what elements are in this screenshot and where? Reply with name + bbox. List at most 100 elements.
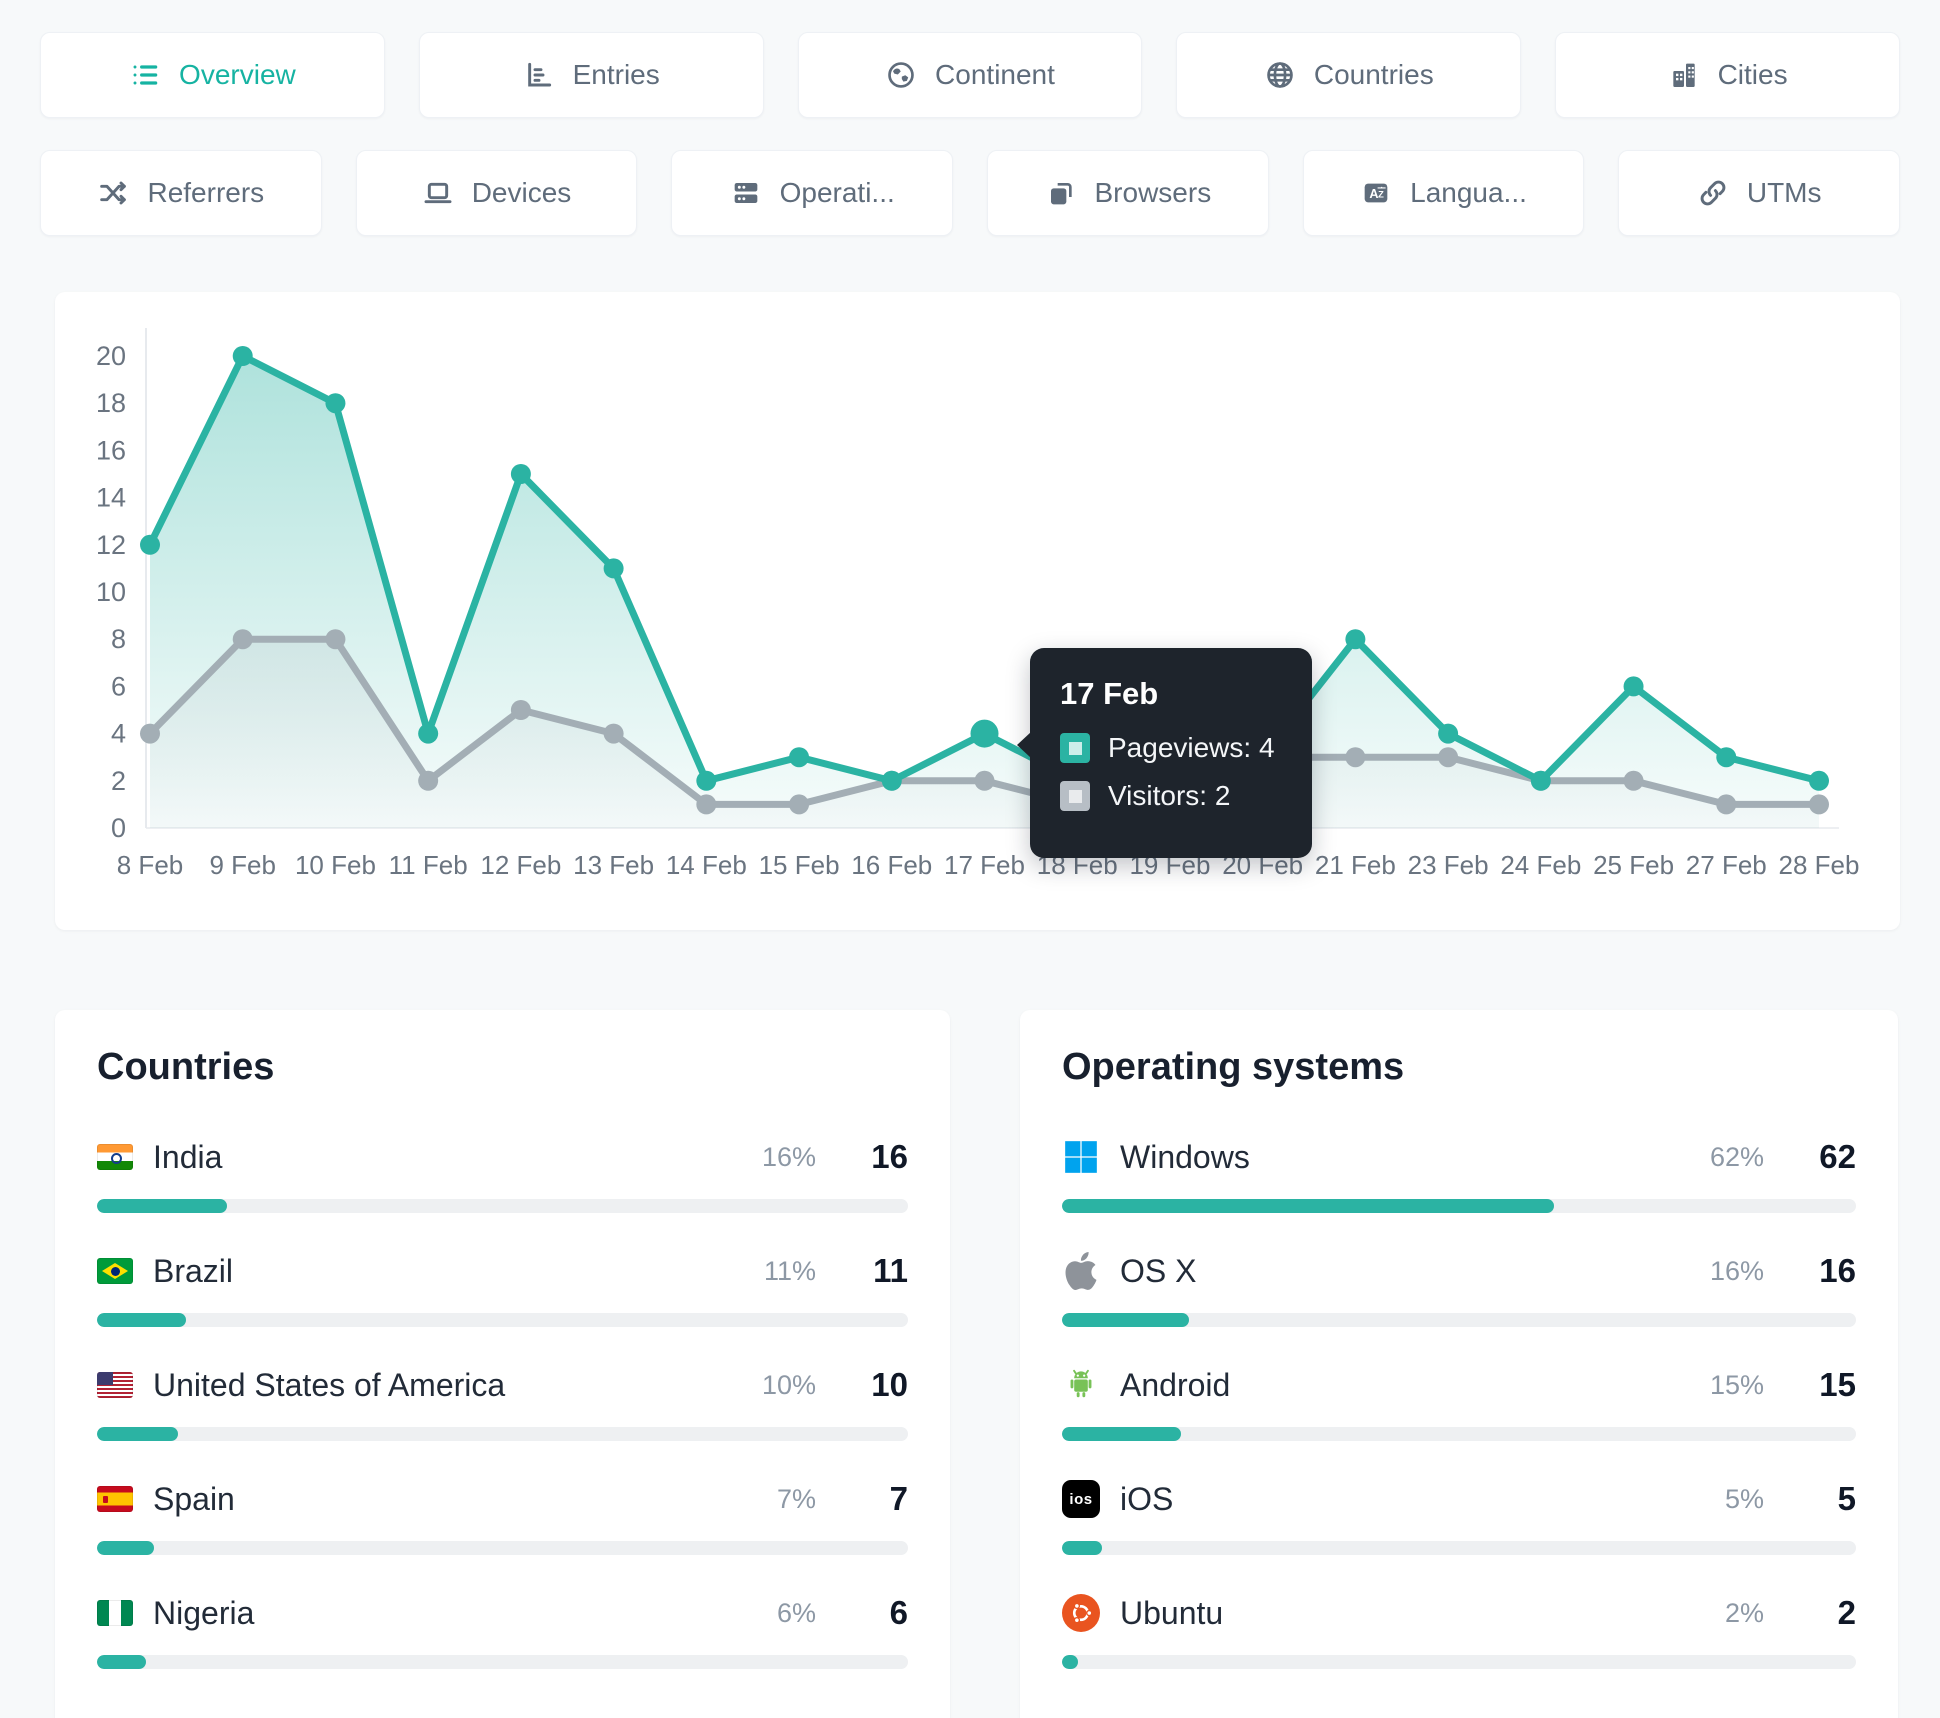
- svg-text:16 Feb: 16 Feb: [851, 850, 932, 880]
- tab-label: Operati...: [779, 177, 895, 208]
- tab-operating-systems[interactable]: Operati...: [671, 150, 954, 236]
- svg-text:28 Feb: 28 Feb: [1779, 850, 1860, 880]
- svg-text:12 Feb: 12 Feb: [480, 850, 561, 880]
- country-row-nigeria: Nigeria 6% 6: [97, 1589, 908, 1669]
- svg-text:6: 6: [111, 671, 126, 701]
- browser-window-icon: [1050, 183, 1072, 205]
- progress-bar: [97, 1313, 908, 1327]
- svg-text:14: 14: [96, 483, 126, 513]
- country-name: Brazil: [153, 1252, 234, 1289]
- svg-text:4: 4: [111, 719, 126, 749]
- os-count: 5: [1837, 1480, 1856, 1517]
- tab-label: Devices: [471, 177, 572, 208]
- countries-title: Countries: [97, 1046, 275, 1088]
- svg-text:25 Feb: 25 Feb: [1593, 850, 1674, 880]
- svg-text:20: 20: [96, 341, 126, 371]
- tab-label: Overview: [179, 59, 296, 90]
- svg-text:A: A: [1369, 187, 1378, 201]
- svg-text:24 Feb: 24 Feb: [1500, 850, 1581, 880]
- country-percent: 7%: [776, 1483, 816, 1514]
- list-icon: [133, 65, 158, 85]
- progress-bar: [1062, 1655, 1856, 1669]
- svg-text:12: 12: [96, 530, 126, 560]
- svg-text:18: 18: [96, 388, 126, 418]
- progress-bar: [1062, 1313, 1856, 1327]
- os-percent: 62%: [1709, 1141, 1764, 1172]
- tab-label: UTMs: [1746, 177, 1822, 208]
- tab-utms[interactable]: UTMs: [1618, 150, 1901, 236]
- os-count: 62: [1819, 1138, 1856, 1175]
- os-row-ubuntu: Ubuntu 2% 2: [1062, 1589, 1856, 1669]
- svg-text:2: 2: [111, 766, 126, 796]
- tooltip-pageviews-row: Pageviews: 4: [1060, 732, 1282, 764]
- tab-referrers[interactable]: Referrers: [40, 150, 322, 236]
- tab-label: Langua...: [1410, 177, 1527, 208]
- svg-text:10: 10: [96, 577, 126, 607]
- progress-bar: [97, 1199, 908, 1213]
- tab-row-primary: Overview Entries Continent Countries: [40, 32, 1900, 118]
- tab-label: Entries: [572, 59, 660, 90]
- svg-text:11 Feb: 11 Feb: [389, 850, 468, 880]
- country-count: 16: [871, 1138, 908, 1175]
- country-percent: 10%: [761, 1369, 816, 1400]
- os-percent: 15%: [1709, 1369, 1764, 1400]
- country-row-usa: United States of America 10% 10: [97, 1361, 908, 1441]
- operating-systems-panel: Operating systems Windows 62% 62 OS X 16…: [1020, 1010, 1898, 1718]
- progress-bar: [97, 1541, 908, 1555]
- os-row-windows: Windows 62% 62: [1062, 1133, 1856, 1213]
- tab-overview[interactable]: Overview: [40, 32, 385, 118]
- os-row-ios: ios iOS 5% 5: [1062, 1475, 1856, 1555]
- os-count: 2: [1837, 1594, 1856, 1631]
- svg-text:17 Feb: 17 Feb: [944, 850, 1025, 880]
- tab-label: Countries: [1313, 59, 1434, 90]
- tooltip-pageviews-text: Pageviews: 4: [1108, 732, 1275, 763]
- country-row-spain: Spain 7% 7: [97, 1475, 908, 1555]
- tab-label: Continent: [935, 59, 1055, 90]
- os-row-osx: OS X 16% 16: [1062, 1247, 1856, 1327]
- os-name: Windows: [1120, 1138, 1250, 1175]
- tab-cities[interactable]: Cities: [1555, 32, 1900, 118]
- tab-browsers[interactable]: Browsers: [987, 150, 1269, 236]
- os-name: Ubuntu: [1120, 1594, 1224, 1631]
- svg-text:8: 8: [111, 624, 126, 654]
- link-icon: [1700, 180, 1726, 206]
- svg-text:27 Feb: 27 Feb: [1686, 850, 1767, 880]
- tab-devices[interactable]: Devices: [355, 150, 638, 236]
- tab-continent[interactable]: Continent: [797, 32, 1143, 118]
- ubuntu-icon: [1062, 1594, 1100, 1632]
- country-percent: 11%: [763, 1255, 816, 1286]
- laptop-icon: [424, 182, 452, 204]
- tab-label: Browsers: [1094, 177, 1212, 208]
- country-name: India: [153, 1138, 223, 1175]
- os-percent: 2%: [1724, 1597, 1764, 1628]
- translate-icon: A Z: [1364, 183, 1388, 203]
- tooltip-visitors-text: Visitors: 2: [1108, 780, 1231, 811]
- progress-bar: [1062, 1427, 1856, 1441]
- countries-panel: Countries India 16% 16 Brazil 11% 11 Uni: [55, 1010, 950, 1718]
- os-name: OS X: [1120, 1252, 1197, 1289]
- country-count: 6: [889, 1594, 908, 1631]
- tab-languages[interactable]: A Z Langua...: [1302, 150, 1585, 236]
- progress-bar: [97, 1427, 908, 1441]
- windows-icon: [1062, 1138, 1100, 1176]
- usa-flag-icon: [97, 1372, 133, 1398]
- os-percent: 16%: [1709, 1255, 1764, 1286]
- country-row-india: India 16% 16: [97, 1133, 908, 1213]
- traffic-line-chart[interactable]: 0 2 4 6 8 10 12 14 16 18 20 8 Feb 9 Feb 10 Feb 11 Feb 1…: [55, 292, 1900, 930]
- traffic-chart-card: 0 2 4 6 8 10 12 14 16 18 20 8 Feb 9 Feb 10 Feb 11 Feb 1…: [55, 292, 1900, 930]
- svg-text:0: 0: [111, 813, 126, 843]
- os-count: 15: [1819, 1366, 1856, 1403]
- svg-text:Z: Z: [1378, 189, 1384, 199]
- tab-entries[interactable]: Entries: [418, 32, 764, 118]
- os-row-android: Android 15% 15: [1062, 1361, 1856, 1441]
- tab-countries[interactable]: Countries: [1176, 32, 1522, 118]
- country-percent: 6%: [776, 1597, 816, 1628]
- tab-label: Referrers: [147, 177, 265, 208]
- svg-text:15 Feb: 15 Feb: [759, 850, 840, 880]
- ios-icon: ios: [1062, 1480, 1100, 1518]
- spain-flag-icon: [97, 1486, 133, 1512]
- svg-text:9 Feb: 9 Feb: [209, 850, 276, 880]
- progress-bar: [1062, 1199, 1856, 1213]
- progress-bar: [1062, 1541, 1856, 1555]
- tooltip-visitors-row: Visitors: 2: [1060, 780, 1282, 812]
